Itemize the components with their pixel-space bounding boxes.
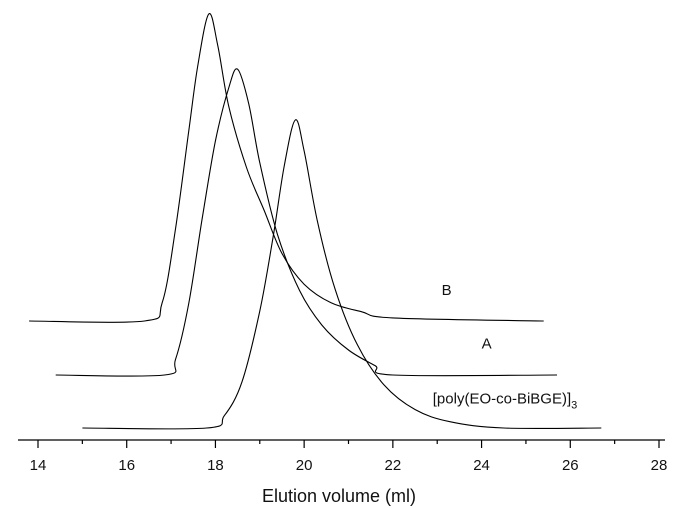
x-tick-label: 14 <box>30 457 47 474</box>
x-tick-label: 28 <box>651 457 668 474</box>
x-tick-label: 22 <box>385 457 402 474</box>
series-trace <box>55 68 558 377</box>
series-label: [poly(EO-co-BiBGE)]3 <box>433 391 578 412</box>
series-label: A <box>482 336 492 353</box>
x-axis-ticks <box>37 440 660 448</box>
x-axis-label: Elution volume (ml) <box>262 486 416 506</box>
series-labels: B A [poly(EO-co-BiBGE)]3 <box>433 282 578 411</box>
x-tick-label: 24 <box>473 457 490 474</box>
x-tick-label: 20 <box>296 457 313 474</box>
series-label: B <box>442 282 452 299</box>
x-tick-label: 26 <box>562 457 579 474</box>
x-tick-label: 16 <box>118 457 135 474</box>
series-trace <box>82 119 602 430</box>
x-axis-tick-labels: 14 16 18 20 22 24 26 28 <box>30 457 668 474</box>
series-label-subscript: 3 <box>571 400 577 412</box>
x-tick-label: 18 <box>207 457 224 474</box>
series-trace <box>29 13 544 323</box>
series-traces <box>29 13 602 430</box>
